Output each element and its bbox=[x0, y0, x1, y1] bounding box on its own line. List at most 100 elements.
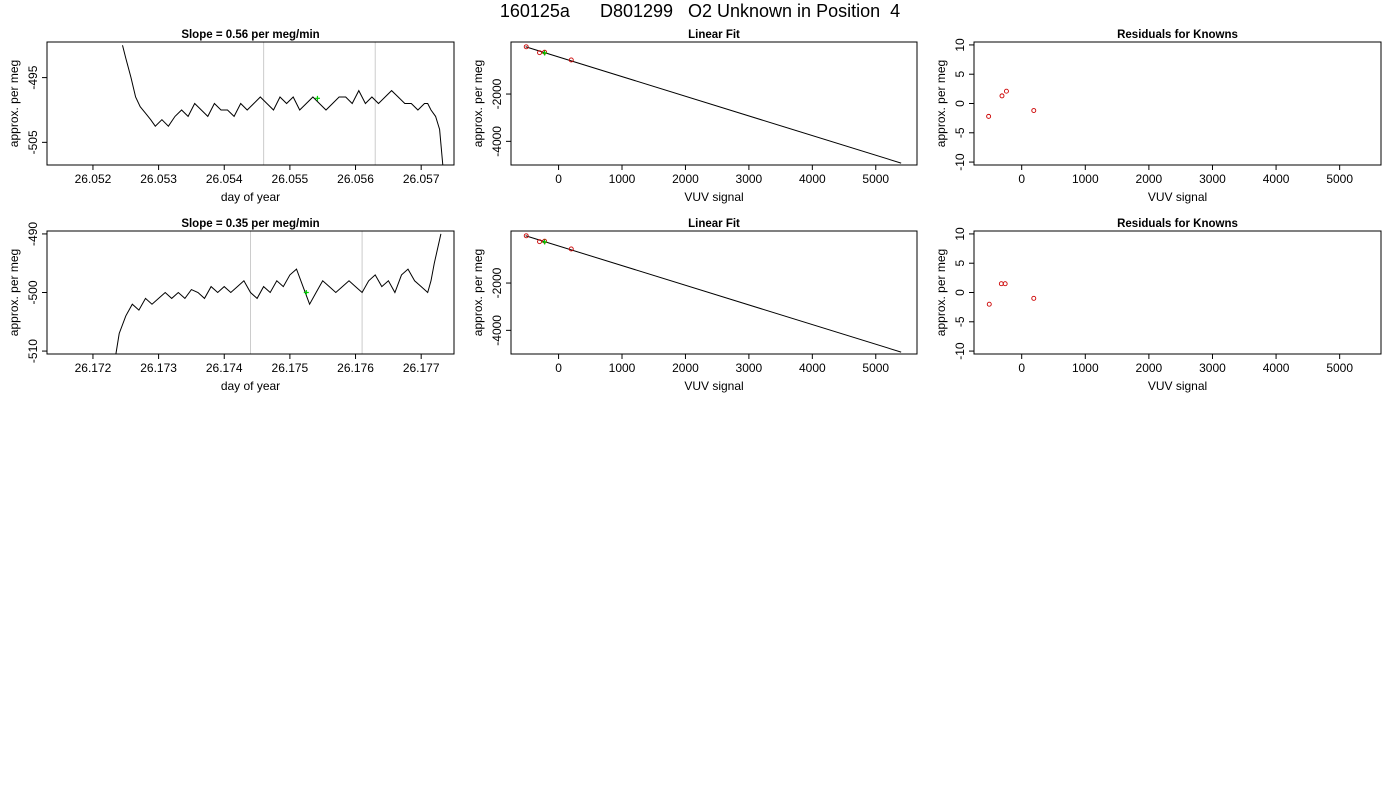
y-tick-label: -510 bbox=[26, 339, 40, 363]
y-tick-label: 0 bbox=[953, 289, 967, 296]
x-tick-label: 1000 bbox=[609, 361, 636, 375]
y-tick-label: 10 bbox=[953, 227, 967, 241]
unknown-point bbox=[542, 50, 548, 56]
known-point bbox=[986, 301, 992, 307]
x-tick-label: 1000 bbox=[609, 172, 636, 186]
plot-frame bbox=[973, 41, 1382, 166]
x-tick-label: 4000 bbox=[799, 361, 826, 375]
x-tick-label: 26.175 bbox=[272, 361, 309, 375]
unknown-point bbox=[303, 290, 309, 295]
y-tick-label: -5 bbox=[953, 316, 967, 327]
plot-data-group bbox=[122, 42, 444, 165]
chart-title: Slope = 0.56 per meg/min bbox=[181, 29, 319, 41]
x-tick-label: 2000 bbox=[672, 361, 699, 375]
known-point bbox=[1002, 281, 1008, 287]
fit-line bbox=[525, 235, 902, 353]
chart-panel-4: 26.172 26.173 26.174 26.175 26.176 26.177 -510… bbox=[7, 218, 455, 393]
y-tick-label: -490 bbox=[26, 222, 40, 246]
x-tick-label: 26.172 bbox=[75, 361, 112, 375]
y-axis-label: approx. per meg bbox=[7, 60, 21, 147]
y-tick-label: -10 bbox=[953, 153, 967, 171]
known-point bbox=[523, 44, 529, 50]
known-point bbox=[1031, 295, 1037, 301]
plot-frame bbox=[973, 230, 1382, 355]
x-tick-label: 3000 bbox=[1199, 361, 1226, 375]
known-point bbox=[986, 113, 992, 119]
x-tick-label: 0 bbox=[555, 361, 562, 375]
x-tick-label: 3000 bbox=[736, 361, 763, 375]
plot-data-group bbox=[986, 88, 1037, 119]
x-tick-label: 26.055 bbox=[272, 172, 309, 186]
y-axis-label: approx. per meg bbox=[934, 60, 948, 147]
chart-title: Residuals for Knowns bbox=[1117, 218, 1238, 230]
x-tick-label: 26.052 bbox=[75, 172, 112, 186]
plot-data-group bbox=[523, 44, 902, 164]
chart-title: Linear Fit bbox=[688, 218, 740, 230]
x-tick-label: 5000 bbox=[862, 361, 889, 375]
y-tick-label: -5 bbox=[953, 127, 967, 138]
plot-frame bbox=[46, 41, 455, 166]
x-tick-label: 5000 bbox=[1326, 361, 1353, 375]
y-tick-label: -495 bbox=[26, 65, 40, 89]
series-line bbox=[122, 45, 444, 165]
chart-panel-2: 0 1000 2000 3000 4000 5000 -4000 -2000 Linear Fi… bbox=[471, 29, 918, 204]
y-axis-label: approx. per meg bbox=[7, 249, 21, 336]
x-axis-label: VUV signal bbox=[1148, 190, 1207, 204]
chart-panel-1: 26.052 26.053 26.054 26.055 26.056 26.057 -505… bbox=[7, 29, 455, 204]
x-tick-label: 0 bbox=[555, 172, 562, 186]
x-tick-label: 26.057 bbox=[403, 172, 440, 186]
known-point bbox=[568, 246, 574, 252]
x-tick-label: 26.177 bbox=[403, 361, 440, 375]
plot-frame bbox=[510, 41, 918, 166]
x-tick-label: 4000 bbox=[799, 172, 826, 186]
x-tick-label: 26.054 bbox=[206, 172, 243, 186]
known-point bbox=[537, 239, 542, 245]
plot-data-group bbox=[523, 233, 902, 353]
y-axis-label: approx. per meg bbox=[934, 249, 948, 336]
x-tick-label: 0 bbox=[1018, 172, 1025, 186]
y-tick-label: -505 bbox=[26, 130, 40, 154]
chart-panel-3: 0 1000 2000 3000 4000 5000 -10 -5 0 5 10 Residuals … bbox=[934, 29, 1382, 204]
y-tick-label: 5 bbox=[953, 71, 967, 78]
fit-line bbox=[525, 46, 902, 164]
x-tick-label: 5000 bbox=[1326, 172, 1353, 186]
y-tick-label: -2000 bbox=[490, 267, 504, 298]
x-axis-label: day of year bbox=[221, 190, 280, 204]
x-tick-label: 26.174 bbox=[206, 361, 243, 375]
chart-title: Slope = 0.35 per meg/min bbox=[181, 218, 319, 230]
x-tick-label: 5000 bbox=[862, 172, 889, 186]
x-tick-label: 3000 bbox=[1199, 172, 1226, 186]
y-tick-label: -4000 bbox=[490, 126, 504, 157]
x-tick-label: 0 bbox=[1018, 361, 1025, 375]
y-tick-label: 10 bbox=[953, 38, 967, 52]
plot-data-group bbox=[115, 231, 442, 354]
x-axis-label: VUV signal bbox=[684, 190, 743, 204]
x-tick-label: 3000 bbox=[736, 172, 763, 186]
chart-title: Residuals for Knowns bbox=[1117, 29, 1238, 41]
plot-data-group bbox=[986, 281, 1037, 307]
chart-title: Linear Fit bbox=[688, 29, 740, 41]
x-tick-label: 4000 bbox=[1263, 172, 1290, 186]
x-axis-label: VUV signal bbox=[684, 379, 743, 393]
x-tick-label: 1000 bbox=[1072, 361, 1099, 375]
y-tick-label: -500 bbox=[26, 280, 40, 304]
known-point bbox=[999, 93, 1005, 99]
y-tick-label: 5 bbox=[953, 260, 967, 267]
x-tick-label: 1000 bbox=[1072, 172, 1099, 186]
y-tick-label: -4000 bbox=[490, 315, 504, 346]
y-axis-label: approx. per meg bbox=[471, 249, 485, 336]
x-axis-label: day of year bbox=[221, 379, 280, 393]
known-point bbox=[568, 57, 574, 63]
x-tick-label: 26.176 bbox=[337, 361, 374, 375]
known-point bbox=[1031, 108, 1037, 113]
known-point bbox=[523, 233, 529, 239]
chart-panel-5: 0 1000 2000 3000 4000 5000 -4000 -2000 Linear Fi… bbox=[471, 218, 918, 393]
y-tick-label: -2000 bbox=[490, 78, 504, 109]
x-tick-label: 2000 bbox=[1136, 172, 1163, 186]
x-tick-label: 2000 bbox=[1136, 361, 1163, 375]
y-tick-label: -10 bbox=[953, 342, 967, 360]
chart-panel-6: 0 1000 2000 3000 4000 5000 -10 -5 0 5 10 Residuals … bbox=[934, 218, 1382, 393]
x-tick-label: 26.053 bbox=[140, 172, 177, 186]
y-axis-label: approx. per meg bbox=[471, 60, 485, 147]
